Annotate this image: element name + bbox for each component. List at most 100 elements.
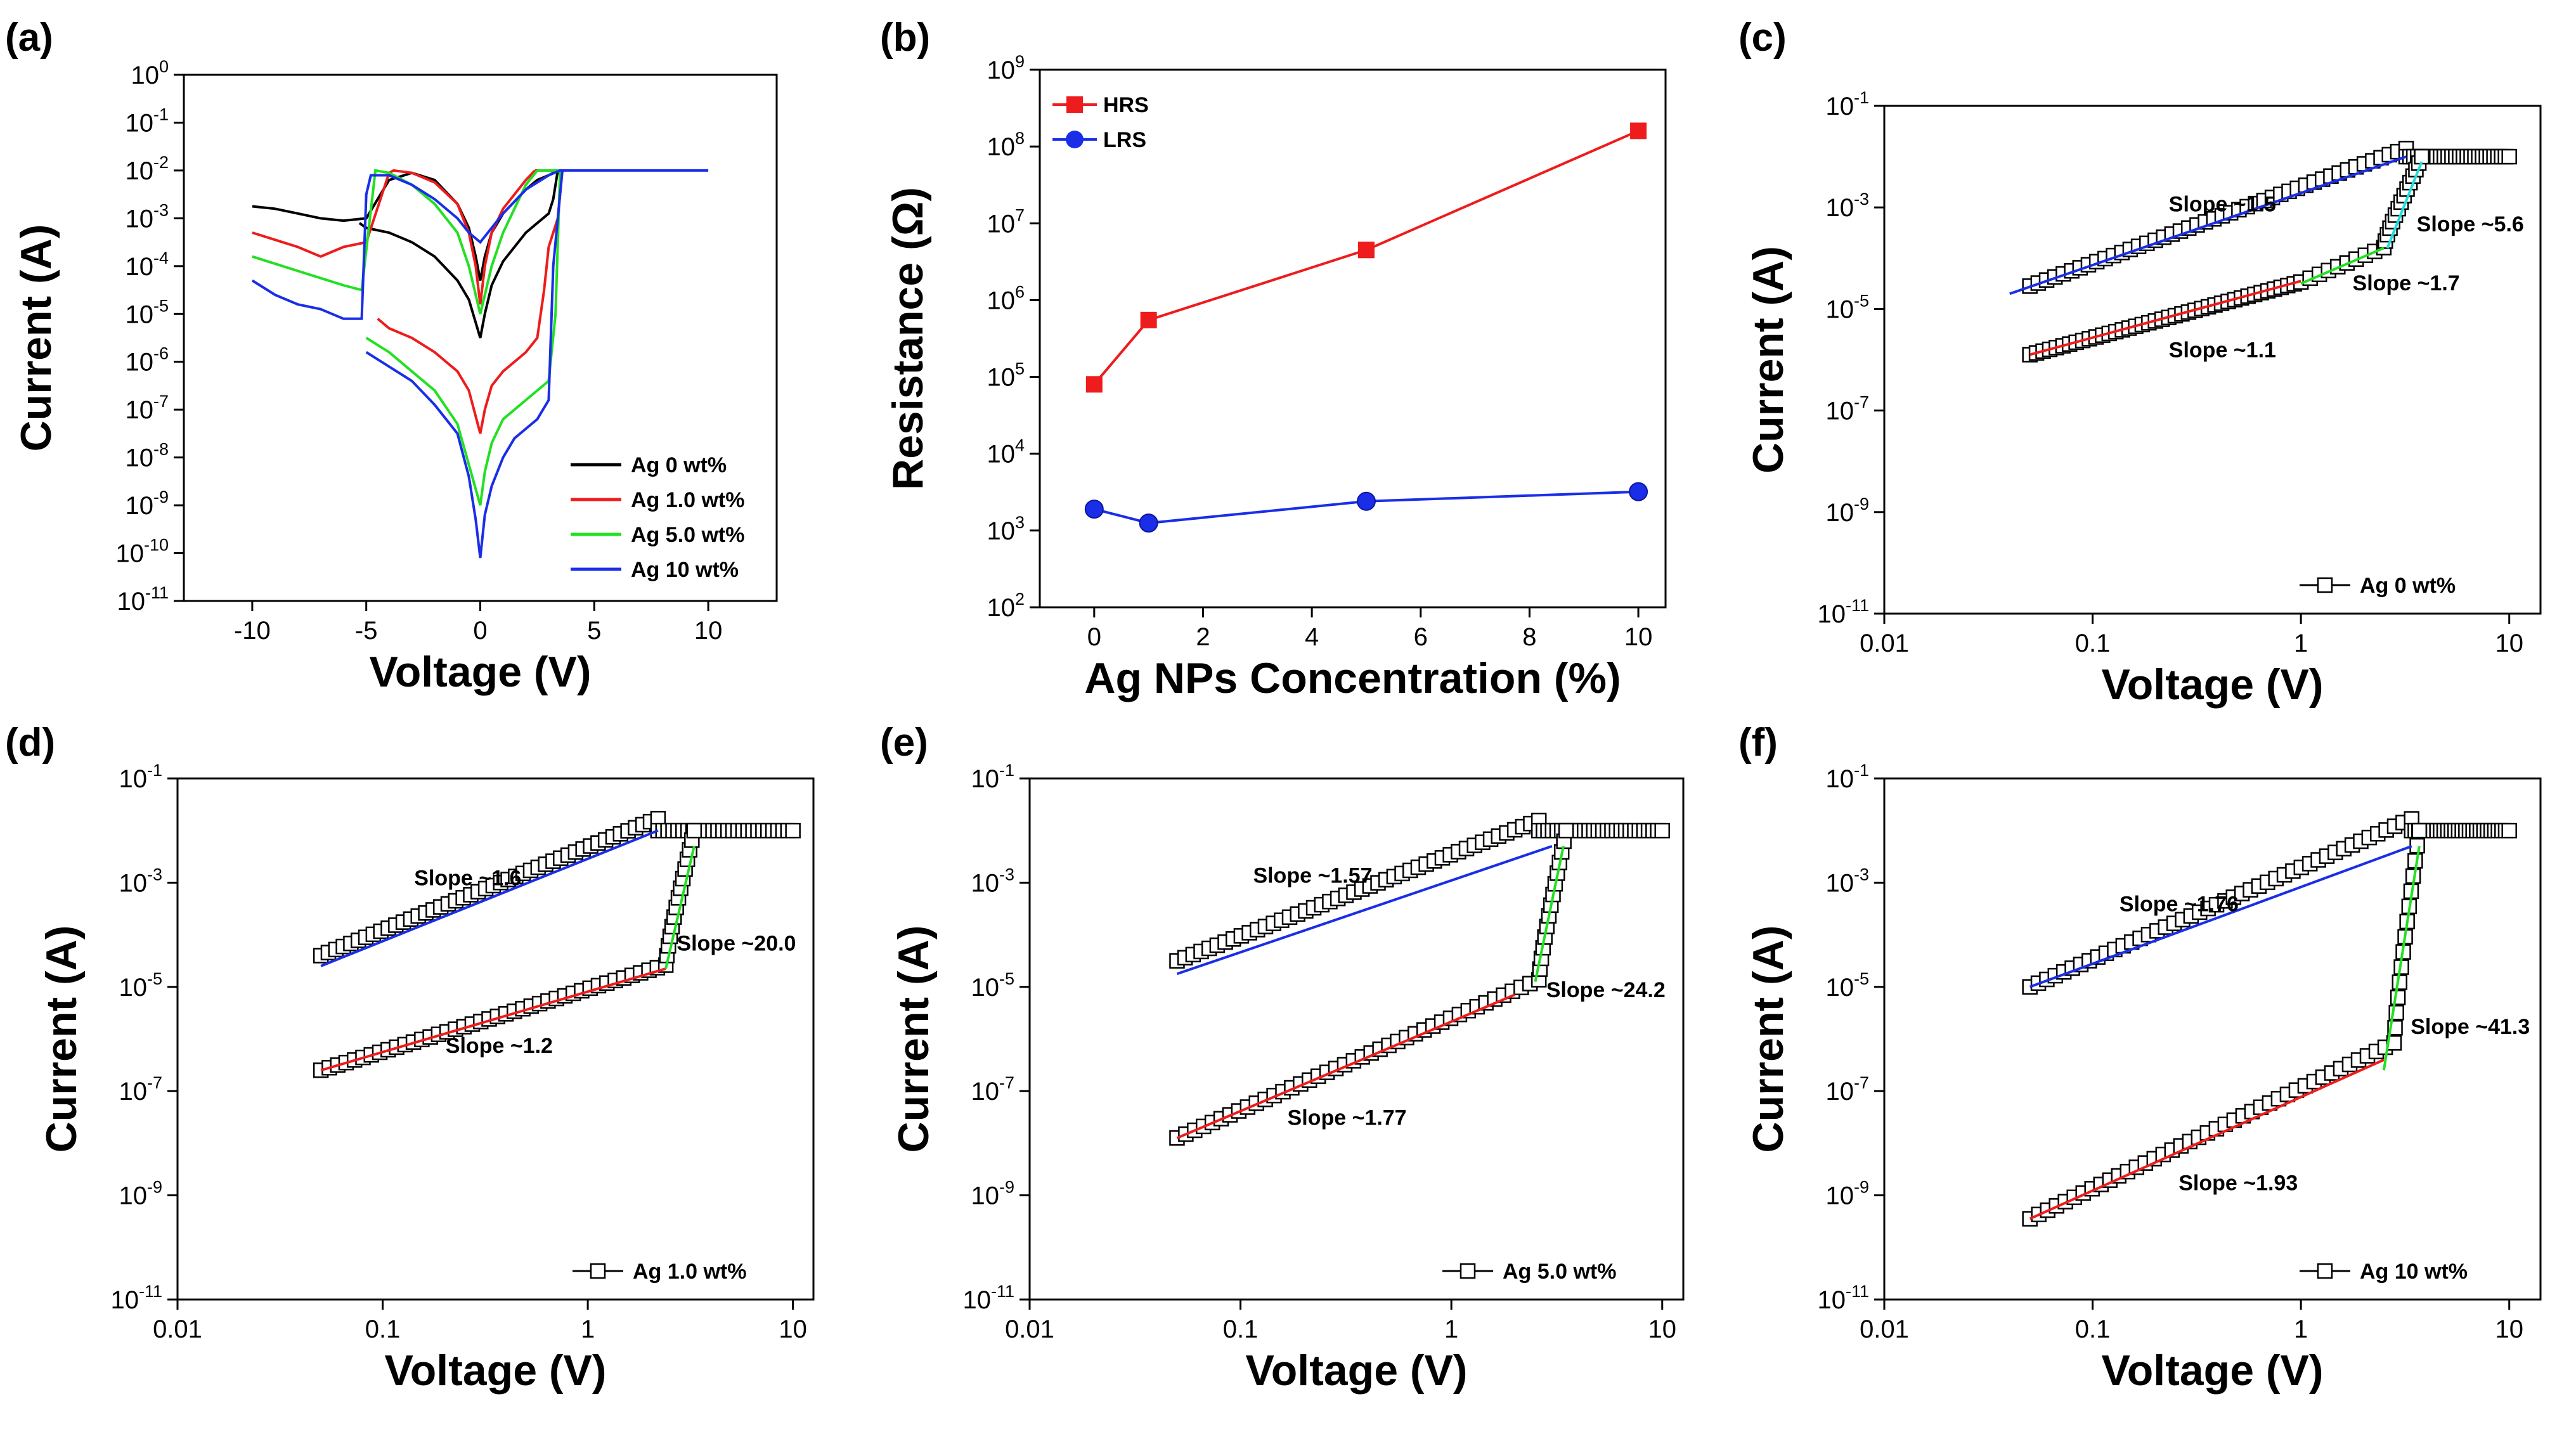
y-tick-label: 10-5 [125, 296, 169, 328]
y-tick-label: 10-5 [971, 969, 1014, 1002]
fit-line [2009, 155, 2407, 295]
legend-marker [2317, 577, 2333, 593]
y-tick-label: 10-3 [1825, 190, 1869, 222]
sweep-line [251, 169, 709, 320]
hrs-point [1140, 311, 1157, 328]
y-tick-label: 10-5 [119, 969, 162, 1002]
x-tick-label: 0.1 [2075, 1315, 2111, 1343]
y-axis-label: Current (A) [890, 926, 938, 1153]
legend-label: HRS [1103, 93, 1149, 117]
data-point [2414, 148, 2430, 165]
y-tick-label: 10-9 [125, 487, 169, 520]
panel-b: 0 2 4 6 8 10 102 103 104 105 106 107 108 109 Ag NPs Co… [880, 16, 1667, 702]
data-point [2390, 990, 2406, 1005]
y-axis-label: Current (A) [37, 926, 86, 1153]
y-tick-label: 10-9 [1825, 1178, 1869, 1210]
legend-label: Ag 0 wt% [631, 453, 727, 477]
y-tick-label: 10-3 [1825, 865, 1869, 897]
fit-line [1176, 993, 1516, 1140]
panel-label-f: (f) [1738, 721, 1778, 765]
x-tick-label: -5 [355, 617, 378, 645]
data-point [2409, 837, 2425, 854]
x-tick-label: 6 [1414, 623, 1428, 651]
y-tick-label: 10-6 [125, 344, 169, 377]
slope-annotation: Slope ~24.2 [1546, 978, 1666, 1002]
legend-label: Ag 5.0 wt% [1503, 1260, 1616, 1284]
fit-line [320, 829, 659, 967]
y-tick-label: 10-7 [1825, 393, 1869, 425]
fit-line [664, 846, 696, 969]
fit-line [1534, 846, 1565, 982]
x-tick-label: 0.1 [365, 1315, 401, 1343]
panel-d: 0.01 0.1 1 10 10-1 10-3 10-5 10-7 10-9 10-11 Volta… [5, 721, 815, 1395]
plot-frame [176, 777, 815, 1301]
legend-marker [1460, 1263, 1476, 1279]
y-tick-label: 10-5 [1825, 291, 1869, 323]
legend-label: Ag 5.0 wt% [631, 523, 744, 547]
x-tick-label: 10 [779, 1315, 807, 1343]
lrs-point [1139, 513, 1158, 533]
y-tick-label: 10-4 [125, 248, 169, 281]
x-tick-label: 0 [1087, 623, 1101, 651]
x-tick-label: 0.01 [153, 1315, 202, 1343]
y-axis-label: Current (A) [1744, 246, 1792, 474]
legend-marker [1066, 131, 1084, 148]
series-ag-10-wt- [251, 169, 709, 558]
series-ag-5-0-wt- [252, 169, 562, 506]
y-tick-label: 104 [987, 436, 1025, 468]
y-tick-label: 107 [987, 205, 1025, 238]
y-tick-label: 10-9 [1825, 494, 1869, 527]
x-tick-label: 10 [2495, 1315, 2523, 1343]
x-axis-label: Voltage (V) [1245, 1346, 1467, 1395]
legend-marker [2317, 1263, 2333, 1279]
legend-label: Ag 10 wt% [2360, 1260, 2468, 1284]
fit-line [2029, 280, 2301, 356]
plot-frame [1039, 68, 1667, 609]
y-tick-label: 10-1 [125, 105, 169, 137]
iv-data [2022, 141, 2517, 363]
y-tick-label: 10-7 [971, 1073, 1014, 1106]
panel-label-c: (c) [1738, 16, 1787, 60]
y-tick-label: 106 [987, 282, 1025, 314]
hrs-curve [2029, 830, 2421, 1220]
fit-line [1176, 844, 1553, 976]
x-axis-label: Voltage (V) [369, 648, 591, 696]
lrs-point [1356, 491, 1376, 511]
y-tick-label: 10-9 [119, 1178, 162, 1210]
data-point [2501, 148, 2517, 165]
return-line [377, 170, 564, 434]
x-tick-label: 4 [1305, 623, 1319, 651]
x-tick-label: 10 [1624, 623, 1653, 651]
slope-annotation: Slope ~1.5 [2169, 193, 2276, 217]
panel-a: -10 -5 0 5 10 100 10-1 10-2 10-3 10-4 10-5 10-6 10-7… [5, 16, 778, 696]
data-point [2411, 822, 2428, 839]
data-point [1558, 822, 1574, 839]
y-tick-label: 10-11 [962, 1282, 1014, 1314]
panel-e: 0.01 0.1 1 10 10-1 10-3 10-5 10-7 10-9 10-11 Volta… [880, 721, 1685, 1395]
x-tick-label: 5 [587, 617, 601, 645]
y-axis-label: Current (A) [1744, 926, 1792, 1153]
x-tick-label: 0.01 [1860, 1315, 1909, 1343]
plot-frame [1028, 777, 1685, 1301]
legend-label: Ag 1.0 wt% [631, 488, 744, 512]
return-line [358, 170, 559, 339]
iv-data [313, 811, 801, 1078]
y-tick-label: 10-7 [125, 392, 169, 424]
series-line [1094, 490, 1639, 525]
y-tick-label: 10-2 [125, 153, 169, 185]
panel-label-a: (a) [5, 16, 53, 60]
x-tick-label: -10 [234, 617, 271, 645]
y-tick-label: 103 [987, 513, 1025, 545]
y-tick-label: 109 [987, 52, 1025, 84]
slope-annotation: Slope ~1.2 [446, 1034, 553, 1058]
series-hrs [1085, 122, 1647, 393]
hrs-point [1085, 376, 1103, 393]
panel-label-e: (e) [880, 721, 928, 765]
x-tick-label: 0.1 [2075, 629, 2111, 657]
y-tick-label: 108 [987, 129, 1025, 161]
y-tick-label: 100 [131, 57, 169, 89]
slope-annotation: Slope ~1.57 [1253, 863, 1372, 887]
fit-line [2386, 161, 2423, 249]
legend-label: Ag 1.0 wt% [633, 1260, 746, 1284]
y-tick-label: 10-11 [117, 583, 169, 616]
